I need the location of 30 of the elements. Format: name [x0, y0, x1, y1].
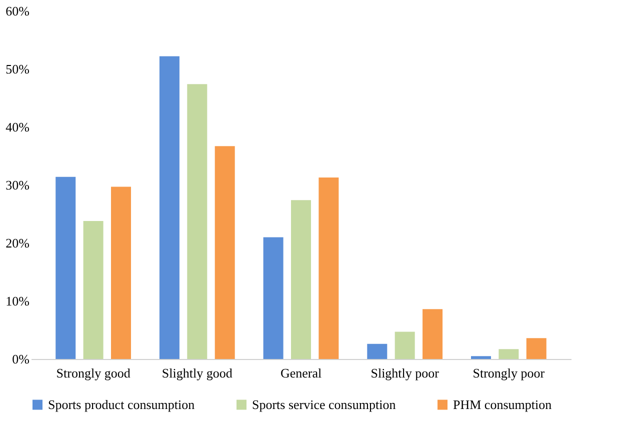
y-tick-label: 20% [6, 236, 30, 250]
bar [56, 176, 76, 359]
bar [111, 186, 131, 359]
bar [187, 84, 208, 359]
legend-label: Sports product consumption [48, 396, 196, 412]
y-tick-label: 60% [6, 4, 30, 18]
bar [263, 237, 284, 359]
bar [526, 338, 546, 359]
bar [498, 349, 519, 359]
y-tick-label: 0% [12, 352, 30, 366]
bar [394, 332, 415, 359]
x-tick-label: Strongly good [56, 366, 131, 380]
x-tick-label: Strongly poor [472, 366, 546, 380]
bar [291, 200, 311, 359]
x-tick-label: Slightly poor [370, 366, 440, 380]
y-tick-label: 30% [6, 178, 30, 192]
bar [318, 177, 339, 359]
y-tick-label: 50% [6, 62, 30, 76]
bar [83, 220, 104, 359]
y-tick-label: 40% [6, 120, 30, 134]
bar [471, 356, 491, 359]
bar [367, 344, 388, 359]
bar [422, 309, 443, 359]
x-tick-label: General [280, 366, 322, 380]
legend-label: Sports service consumption [252, 396, 396, 412]
bar [159, 56, 180, 359]
legend-label: PHM consumption [453, 396, 552, 412]
bar [214, 146, 235, 359]
x-tick-label: Slightly good [162, 366, 233, 380]
y-tick-label: 10% [6, 294, 30, 308]
